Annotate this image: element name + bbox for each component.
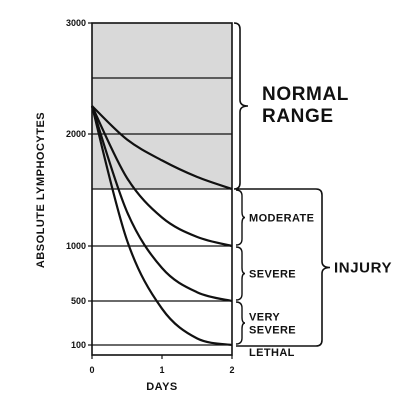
- band-label: SEVERE: [249, 325, 296, 337]
- series-line-1: [91, 105, 233, 191]
- x-tick-label: 2: [229, 365, 234, 375]
- normal-range-label-line: NORMAL: [262, 84, 349, 105]
- band-label: MODERATE: [249, 213, 314, 225]
- series-line-4: [90, 105, 233, 347]
- band-label: SEVERE: [249, 269, 296, 281]
- x-tick-labels: 0 1 2: [89, 355, 235, 375]
- gridlines: [92, 77, 232, 346]
- series-line-3: [90, 105, 233, 303]
- series-line-2: [91, 105, 233, 248]
- band-brackets: [235, 189, 246, 345]
- band-bracket: [235, 246, 246, 301]
- y-tick-label: 100: [71, 340, 86, 350]
- x-tick-label: 1: [159, 365, 164, 375]
- y-tick-label: 1000: [66, 241, 86, 251]
- band-label: VERY: [249, 312, 280, 324]
- x-axis-title: DAYS: [146, 381, 178, 393]
- y-tick-label: 2000: [66, 129, 86, 139]
- y-tick-labels: 100 500 1000 2000 3000: [66, 18, 92, 350]
- x-tick-label: 0: [89, 365, 94, 375]
- y-axis-title: ABSOLUTE LYMPHOCYTES: [35, 112, 47, 268]
- injury-bracket: [236, 188, 331, 347]
- y-tick-label: 500: [71, 296, 86, 306]
- normal-range-bracket: [233, 22, 249, 190]
- band-bracket: [235, 189, 246, 246]
- band-bracket: [235, 301, 246, 345]
- series-lines: [90, 105, 233, 347]
- normal-range-shade: [92, 23, 232, 189]
- y-tick-label: 3000: [66, 18, 86, 28]
- injury-label: INJURY: [334, 260, 392, 277]
- band-label: LETHAL: [249, 347, 295, 359]
- normal-range-label-line: RANGE: [262, 106, 334, 127]
